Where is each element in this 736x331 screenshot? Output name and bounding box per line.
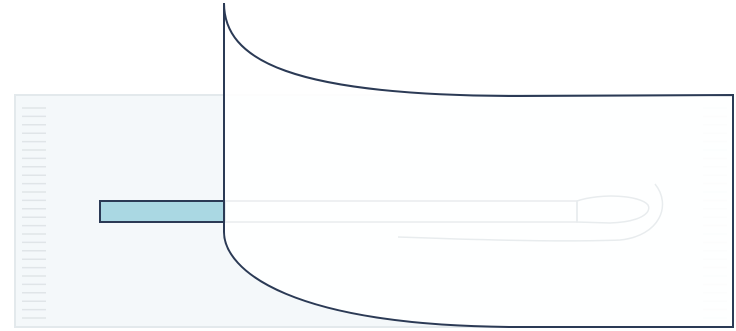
swab-stick — [99, 200, 226, 223]
fold-line-faint — [397, 183, 664, 242]
swab-head-faint — [576, 195, 650, 224]
cover-outline — [223, 2, 734, 328]
cover-fill — [224, 3, 733, 327]
